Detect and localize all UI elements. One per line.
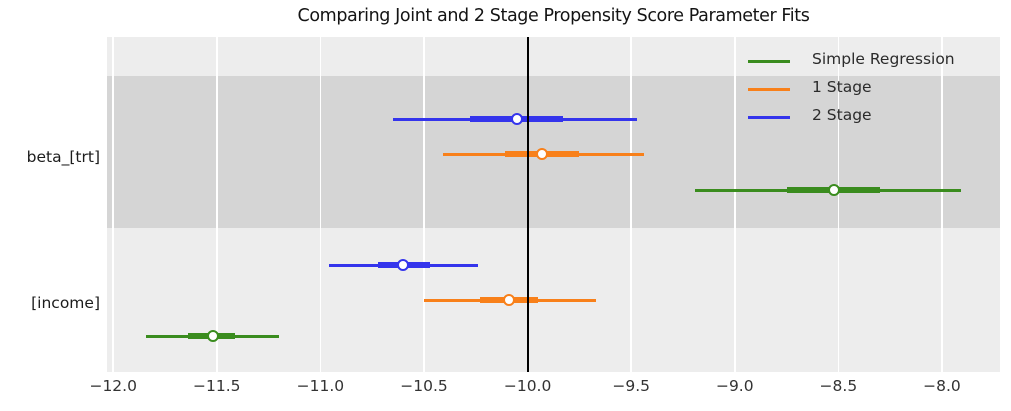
- gridline-x-−11.5: [216, 37, 218, 372]
- legend-line-sample: [748, 116, 790, 119]
- x-tick-label: −8.5: [819, 377, 858, 395]
- gridline-x-−8.0: [941, 37, 943, 372]
- x-tick-label: −11.5: [193, 377, 241, 395]
- gridline-x-−11.0: [319, 37, 322, 372]
- x-tick-label: −8.0: [923, 377, 961, 395]
- gridline-x-−9.5: [630, 37, 632, 372]
- gridline-x-−8.5: [837, 37, 840, 372]
- x-tick-label: −9.0: [715, 377, 754, 395]
- gridline-x-−10.5: [423, 37, 425, 372]
- reference-line: [526, 37, 529, 372]
- legend-label: 2 Stage: [812, 106, 872, 124]
- point-marker-simple-regression: [828, 184, 841, 196]
- legend-line-sample: [748, 88, 790, 91]
- legend-label: 1 Stage: [812, 78, 872, 96]
- y-tick-label: beta_[trt]: [26, 148, 100, 166]
- plot-area: [107, 37, 1000, 372]
- x-tick-label: −10.5: [400, 377, 448, 395]
- point-marker-1-stage: [536, 148, 549, 160]
- x-tick-label: −10.0: [503, 377, 552, 395]
- x-tick-label: −9.5: [612, 377, 650, 395]
- legend-line-sample: [748, 60, 790, 63]
- point-marker-2-stage: [397, 259, 410, 271]
- gridline-x-−9.0: [734, 37, 736, 372]
- point-marker-2-stage: [511, 113, 524, 125]
- legend-label: Simple Regression: [812, 50, 955, 68]
- chart-title: Comparing Joint and 2 Stage Propensity S…: [297, 6, 810, 26]
- gridline-x-−12.0: [112, 37, 114, 372]
- x-tick-label: −11.0: [296, 377, 345, 395]
- y-tick-label: [income]: [31, 294, 100, 312]
- x-tick-label: −12.0: [89, 377, 137, 395]
- point-marker-simple-regression: [206, 330, 219, 342]
- point-marker-1-stage: [502, 294, 515, 306]
